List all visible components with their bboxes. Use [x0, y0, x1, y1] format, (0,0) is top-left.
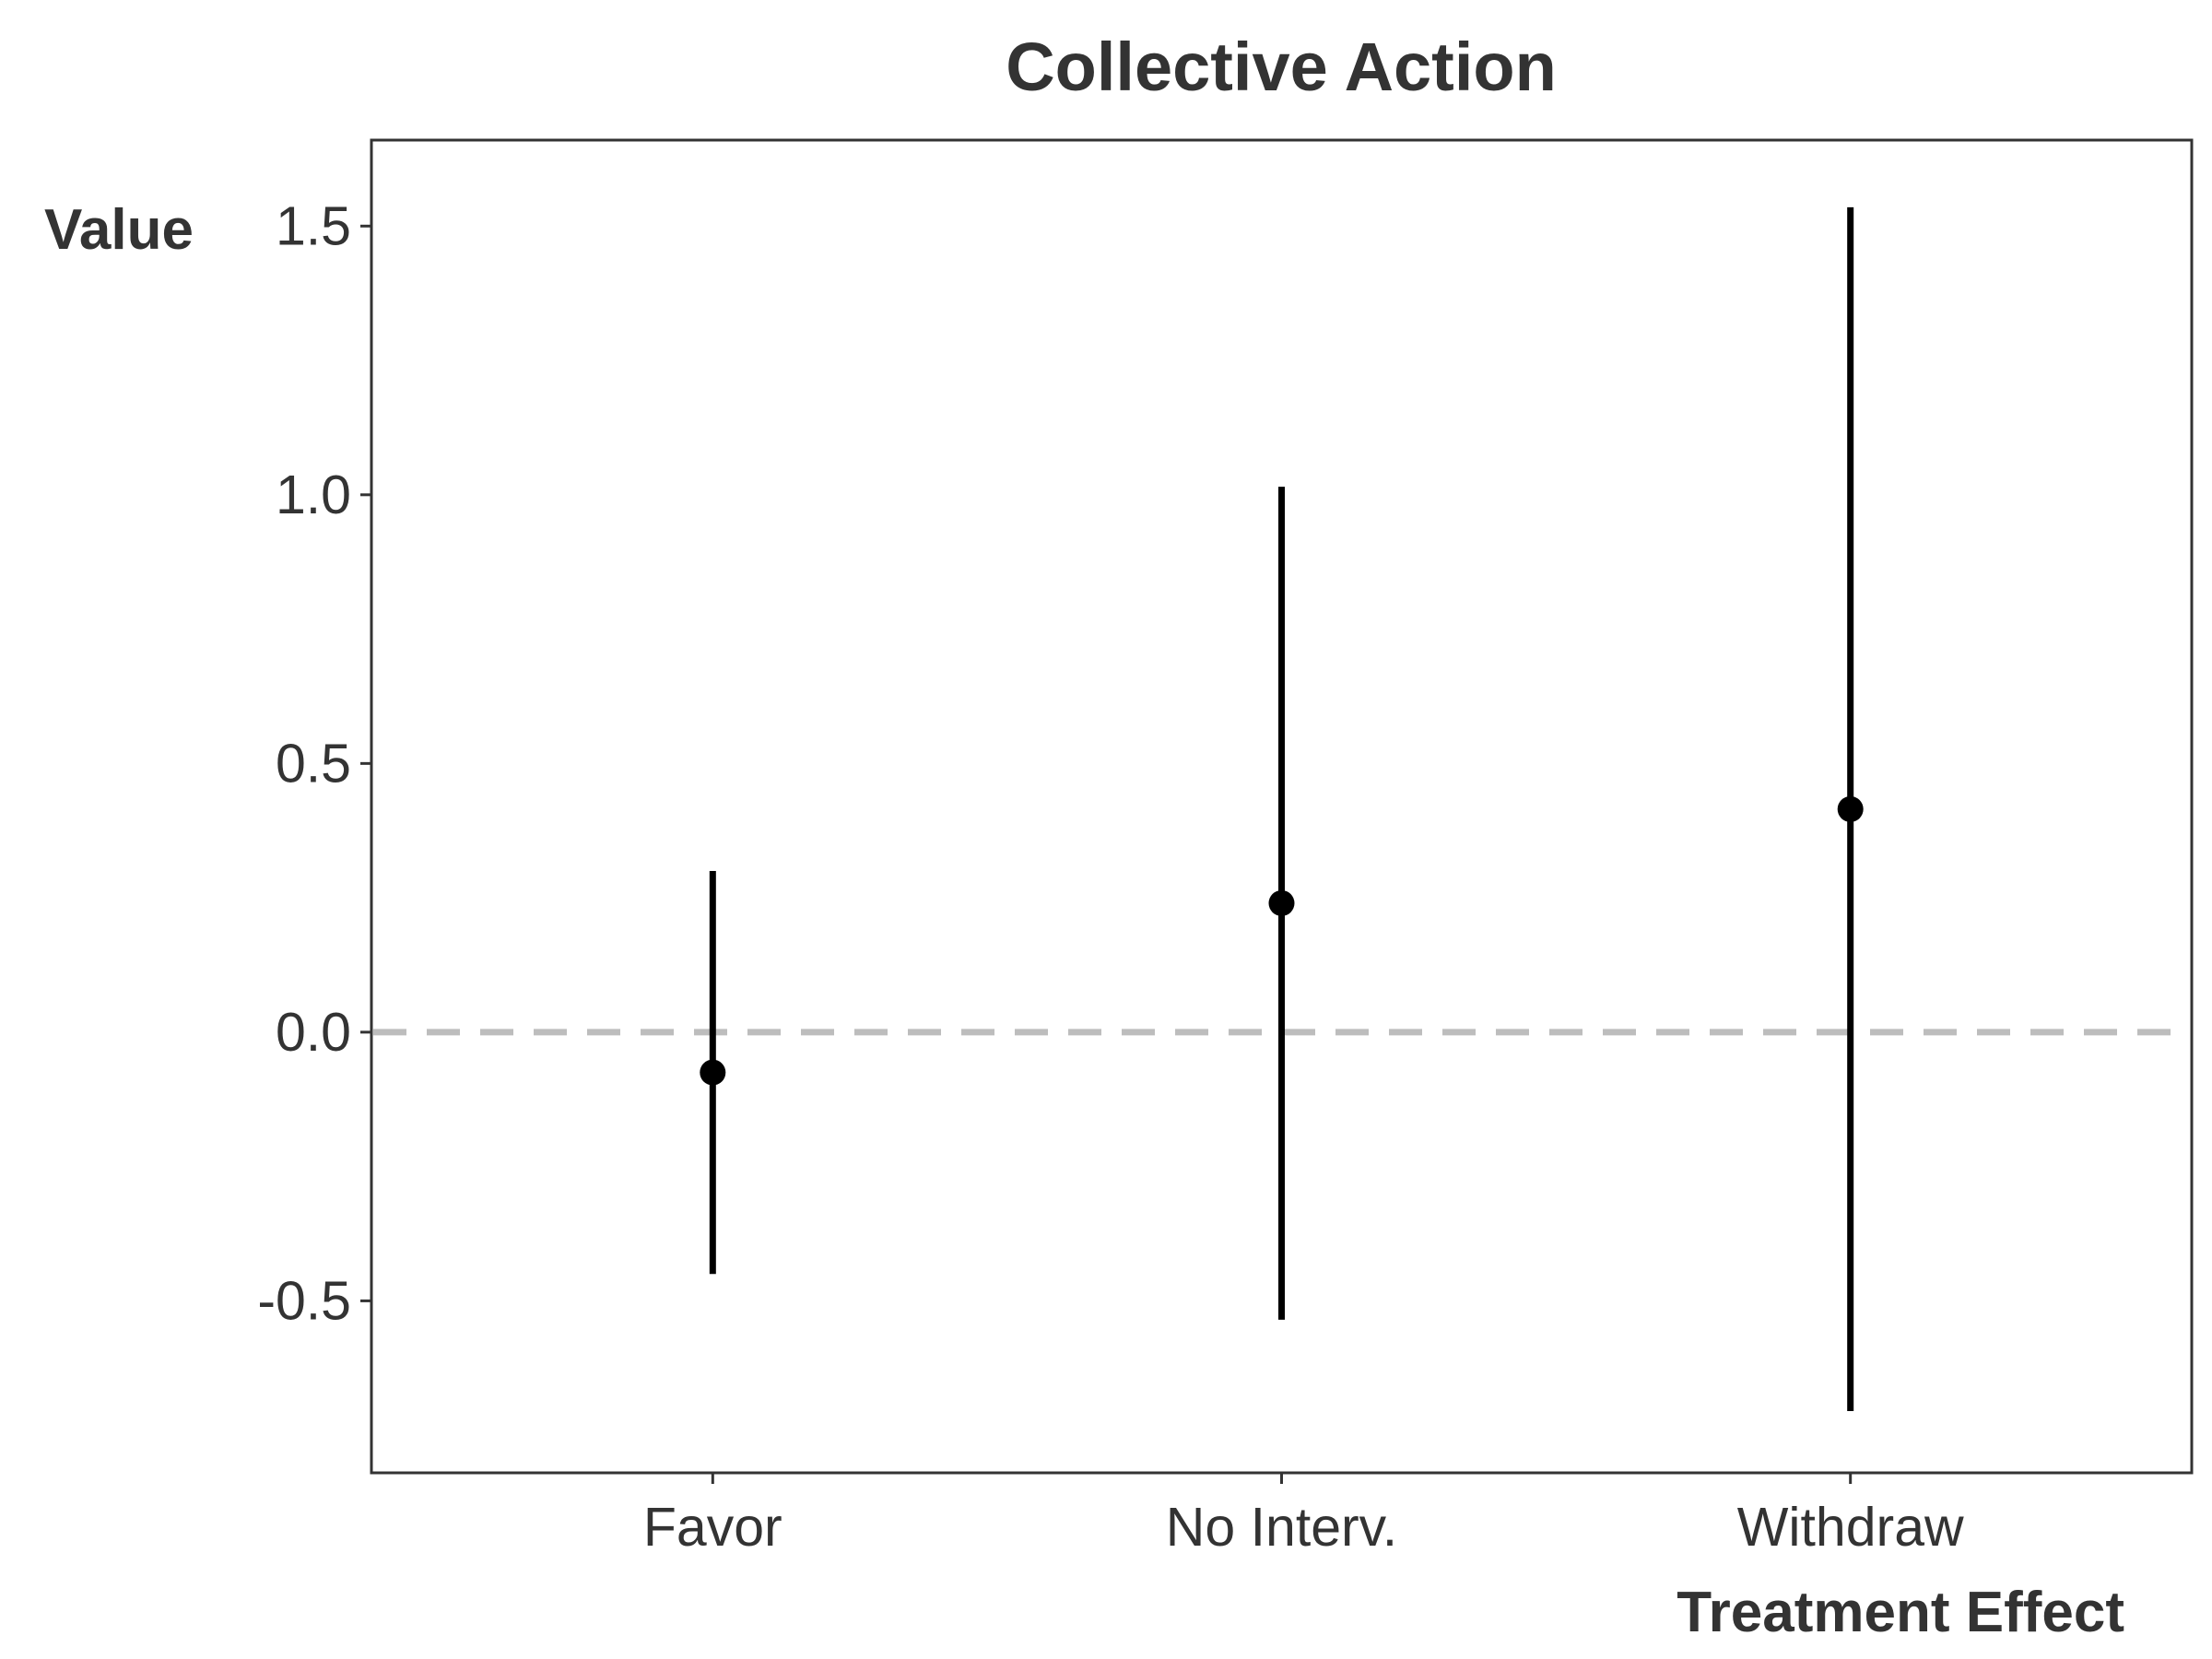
point-estimate — [700, 1059, 726, 1086]
x-tick-label: Withdraw — [1737, 1497, 1964, 1558]
chart-title: Collective Action — [1006, 29, 1557, 105]
x-axis-label: Treatment Effect — [1677, 1581, 2124, 1644]
point-estimate — [1837, 795, 1864, 822]
y-tick-label: 1.5 — [276, 195, 351, 256]
y-tick-label: 0.0 — [276, 1002, 351, 1063]
x-axis-ticks: Favor No Interv. Withdraw — [643, 1473, 1964, 1558]
point-estimate — [1268, 889, 1295, 916]
estimates-layer — [700, 206, 1864, 1411]
y-axis-ticks: -0.5 0.0 0.5 1.0 1.5 — [257, 195, 371, 1331]
x-tick-label: No Interv. — [1166, 1497, 1397, 1558]
x-tick-label: Favor — [643, 1497, 782, 1558]
y-tick-label: 0.5 — [276, 733, 351, 794]
y-tick-label: -0.5 — [257, 1270, 351, 1331]
y-axis-label: Value — [44, 198, 194, 262]
y-tick-label: 1.0 — [276, 465, 351, 525]
